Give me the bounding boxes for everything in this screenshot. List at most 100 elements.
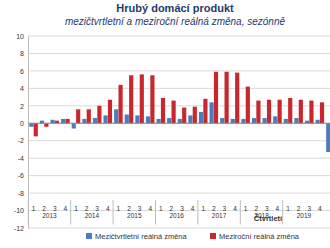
bar <box>309 101 313 124</box>
bar <box>263 118 267 123</box>
grid-line <box>28 70 330 71</box>
year-label: 2013 <box>42 212 57 219</box>
grid-line <box>28 140 330 141</box>
bar <box>278 100 282 124</box>
bar <box>82 119 86 123</box>
y-axis: -12-10-8-6-4-20246810 <box>14 33 29 232</box>
year-label: 2015 <box>127 212 142 219</box>
bar <box>114 109 118 123</box>
bar <box>231 119 235 123</box>
x-tick: 4 <box>233 205 237 212</box>
grid-line <box>28 193 330 194</box>
series-bars <box>29 102 330 152</box>
bar <box>252 118 256 123</box>
bar <box>188 115 192 123</box>
x-tick-label: 4 <box>191 205 195 212</box>
zero-line <box>28 123 330 124</box>
x-tick-label: 4 <box>318 205 322 212</box>
bar <box>210 102 214 123</box>
y-tick: 8 <box>20 50 28 57</box>
year-separator <box>197 200 198 224</box>
y-tick: 10 <box>16 33 28 40</box>
x-tick: 4 <box>64 205 68 212</box>
x-tick: 1 <box>159 205 163 212</box>
grid-line <box>28 228 330 229</box>
year-label: 2016 <box>169 212 184 219</box>
x-tick: 4 <box>318 205 322 212</box>
bar <box>241 119 245 123</box>
bar <box>199 112 203 123</box>
y-tick: 6 <box>20 68 28 75</box>
grid-line <box>28 175 330 176</box>
bar <box>273 116 277 123</box>
x-tick-label: 1 <box>74 205 78 212</box>
year-separator <box>240 200 241 224</box>
chart: Hrubý domácí produktmezičtvrtletní a mez… <box>0 0 330 248</box>
bar <box>140 74 144 123</box>
bar <box>65 119 69 123</box>
bar <box>135 115 139 123</box>
y-tick-label: 6 <box>20 68 24 75</box>
x-tick-label: 4 <box>148 205 152 212</box>
bar <box>267 100 271 124</box>
grid-line <box>28 123 330 124</box>
grid <box>28 36 330 228</box>
bar <box>225 72 229 123</box>
year-label: 2017 <box>212 212 227 219</box>
bar <box>157 119 161 123</box>
x-tick: 4 <box>276 205 280 212</box>
bar <box>61 119 65 123</box>
legend-swatch <box>210 233 216 239</box>
y-tick-label: -4 <box>18 155 24 162</box>
bar <box>288 98 292 123</box>
x-tick-label: 4 <box>233 205 237 212</box>
bar <box>93 118 97 123</box>
bar <box>103 115 107 123</box>
x-tick: 1 <box>74 205 78 212</box>
bar <box>108 100 112 124</box>
y-tick-label: -12 <box>14 225 24 232</box>
y-axis-line <box>28 37 29 229</box>
y-tick: -6 <box>18 172 28 179</box>
grid-line <box>28 158 330 159</box>
grid-line <box>28 36 330 37</box>
bar <box>129 75 133 123</box>
bar <box>294 118 298 123</box>
year-label: 2019 <box>297 212 312 219</box>
x-tick: 1 <box>244 205 248 212</box>
y-tick-label: 4 <box>20 85 24 92</box>
bar <box>76 109 80 123</box>
bar <box>87 109 91 123</box>
title: Hrubý domácí produkt <box>116 2 234 14</box>
x-tick-label: 4 <box>106 205 110 212</box>
bar <box>178 119 182 123</box>
bar <box>72 123 76 128</box>
bar <box>299 100 303 124</box>
bar <box>118 85 122 123</box>
y-tick: 4 <box>20 85 28 92</box>
x-axis-title: Čtvrtletí <box>254 214 283 223</box>
bar <box>125 115 129 124</box>
bar <box>34 123 38 136</box>
bar <box>256 101 260 124</box>
x-tick-label: 1 <box>117 205 121 212</box>
x-tick-label: 1 <box>244 205 248 212</box>
y-tick: -12 <box>14 225 28 232</box>
bar <box>182 108 186 124</box>
bar <box>97 106 101 123</box>
legend-label: Meziroční reálná změna <box>219 232 300 241</box>
y-tick: -10 <box>14 207 28 214</box>
y-tick: -4 <box>18 155 28 162</box>
series-bars <box>34 72 324 137</box>
year-separator <box>28 200 29 224</box>
legend-label: Mezičtvrtletní reálná změna <box>95 232 188 241</box>
y-tick-label: -10 <box>14 207 24 214</box>
grid-line <box>28 105 330 106</box>
grid-line <box>28 53 330 54</box>
bar <box>172 101 176 124</box>
bar <box>167 118 171 123</box>
y-tick: -8 <box>18 190 28 197</box>
y-tick: -2 <box>18 137 28 144</box>
legend: Mezičtvrtletní reálná změna Meziroční reá… <box>86 232 300 241</box>
bar <box>44 123 48 126</box>
